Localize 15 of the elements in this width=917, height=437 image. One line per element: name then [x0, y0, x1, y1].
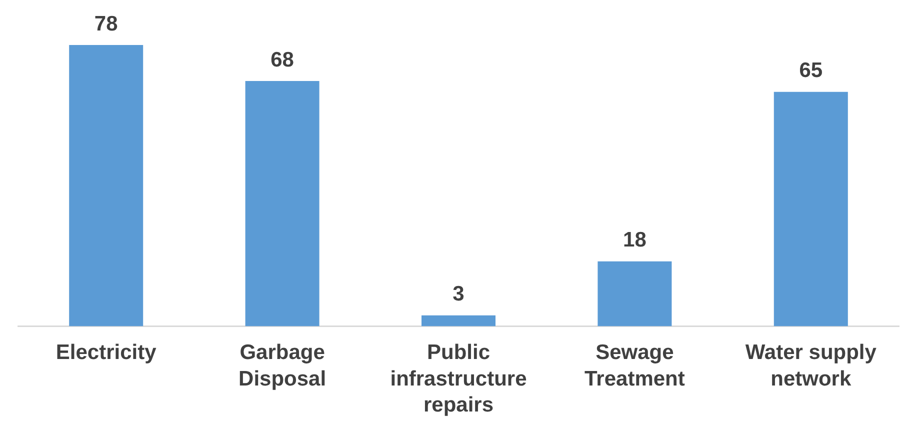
x-tick-label: Public infrastructure repairs	[390, 341, 527, 417]
bar	[422, 315, 496, 326]
x-tick-label: Water supply network	[745, 341, 877, 390]
bar	[69, 45, 144, 326]
bar	[774, 92, 848, 326]
data-label: 18	[623, 228, 647, 252]
data-label: 78	[94, 12, 118, 36]
data-label: 3	[452, 282, 464, 306]
x-tick-label: Garbage Disposal	[238, 341, 326, 390]
bar	[598, 261, 672, 326]
x-tick-label: Sewage Treatment	[584, 341, 685, 390]
bar	[245, 81, 320, 326]
data-label: 68	[270, 48, 294, 72]
x-tick-label: Electricity	[56, 341, 157, 364]
data-label: 65	[799, 59, 823, 82]
